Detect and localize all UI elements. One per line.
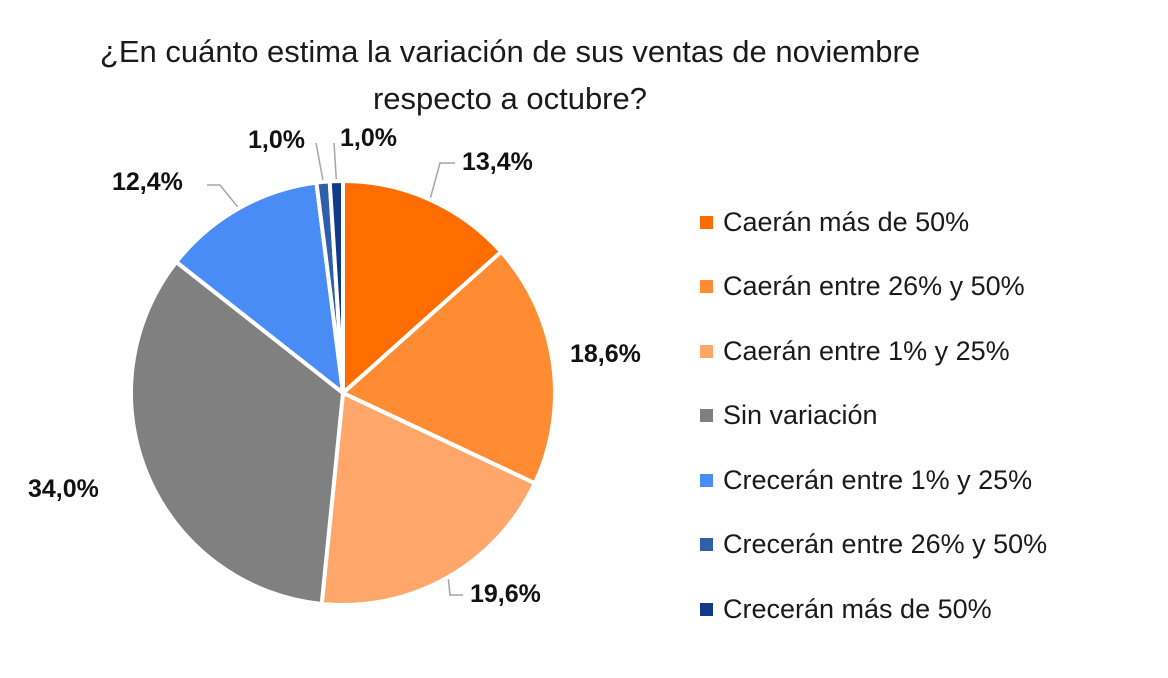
legend-swatch <box>700 344 713 358</box>
legend-label: Crecerán entre 26% y 50% <box>723 529 1048 560</box>
pie-slice-creceran-mas-de-50pct <box>327 179 345 395</box>
legend-label: Crecerán más de 50% <box>723 593 992 624</box>
legend-swatch <box>700 409 713 423</box>
pie-slice-caeran-entre-1pct-y-25pct <box>319 391 537 607</box>
data-label-caeran-entre-1pct-y-25pct: 19,6% <box>470 580 541 608</box>
legend-label: Crecerán entre 1% y 25% <box>723 464 1033 495</box>
leader-line-creceran-mas-de-50pct <box>333 142 338 180</box>
legend-item-caeran-mas-de-50pct: Caerán más de 50% <box>700 190 1047 255</box>
legend-swatch <box>700 280 713 294</box>
chart-title-line-2: respecto a octubre? <box>372 81 647 116</box>
legend-swatch <box>700 473 713 487</box>
chart-title-line-1: ¿En cuánto estima la variación de sus ve… <box>99 34 921 69</box>
legend-swatch <box>700 215 713 229</box>
leader-line-creceran-entre-26pct-y-50pct <box>315 142 324 181</box>
legend-label: Caerán entre 26% y 50% <box>723 271 1025 302</box>
chart-title: ¿En cuánto estima la variación de sus ve… <box>40 28 980 122</box>
data-label-caeran-mas-de-50pct: 13,4% <box>462 148 533 176</box>
data-label-creceran-mas-de-50pct: 1,0% <box>340 124 397 152</box>
pie-slice-creceran-entre-1pct-y-25pct <box>174 180 345 395</box>
legend-item-caeran-entre-1pct-y-25pct: Caerán entre 1% y 25% <box>700 319 1047 384</box>
leader-line-caeran-mas-de-50pct <box>429 162 455 198</box>
pie-slice-caeran-mas-de-50pct <box>341 179 504 395</box>
pie-slices <box>129 179 557 607</box>
data-label-sin-variacion: 34,0% <box>28 475 99 503</box>
leader-line-caeran-entre-1pct-y-25pct <box>447 579 463 596</box>
legend-item-creceran-entre-26pct-y-50pct: Crecerán entre 26% y 50% <box>700 513 1047 578</box>
legend-item-creceran-entre-1pct-y-25pct: Crecerán entre 1% y 25% <box>700 448 1047 513</box>
legend-item-creceran-mas-de-50pct: Crecerán más de 50% <box>700 577 1047 642</box>
data-label-creceran-entre-26pct-y-50pct: 1,0% <box>248 126 305 154</box>
legend-label: Caerán entre 1% y 25% <box>723 335 1010 366</box>
legend-label: Sin variación <box>723 400 878 431</box>
legend-item-caeran-entre-26pct-y-50pct: Caerán entre 26% y 50% <box>700 255 1047 320</box>
legend: Caerán más de 50% Caerán entre 26% y 50% C… <box>700 190 1047 642</box>
legend-item-sin-variacion: Sin variación <box>700 384 1047 449</box>
legend-swatch <box>700 602 713 616</box>
data-label-creceran-entre-1pct-y-25pct: 12,4% <box>112 168 183 196</box>
data-label-caeran-entre-26pct-y-50pct: 18,6% <box>570 340 641 368</box>
legend-label: Caerán más de 50% <box>723 206 970 237</box>
leader-line-creceran-entre-1pct-y-25pct <box>207 184 239 208</box>
legend-swatch <box>700 538 713 552</box>
leader-lines <box>207 142 463 596</box>
data-labels: 13,4% 18,6% 19,6% 34,0% 12,4% 1,0% 1,0% <box>28 124 641 608</box>
pie-slice-caeran-entre-26pct-y-50pct <box>341 249 557 486</box>
pie-slice-sin-variacion <box>129 260 345 606</box>
